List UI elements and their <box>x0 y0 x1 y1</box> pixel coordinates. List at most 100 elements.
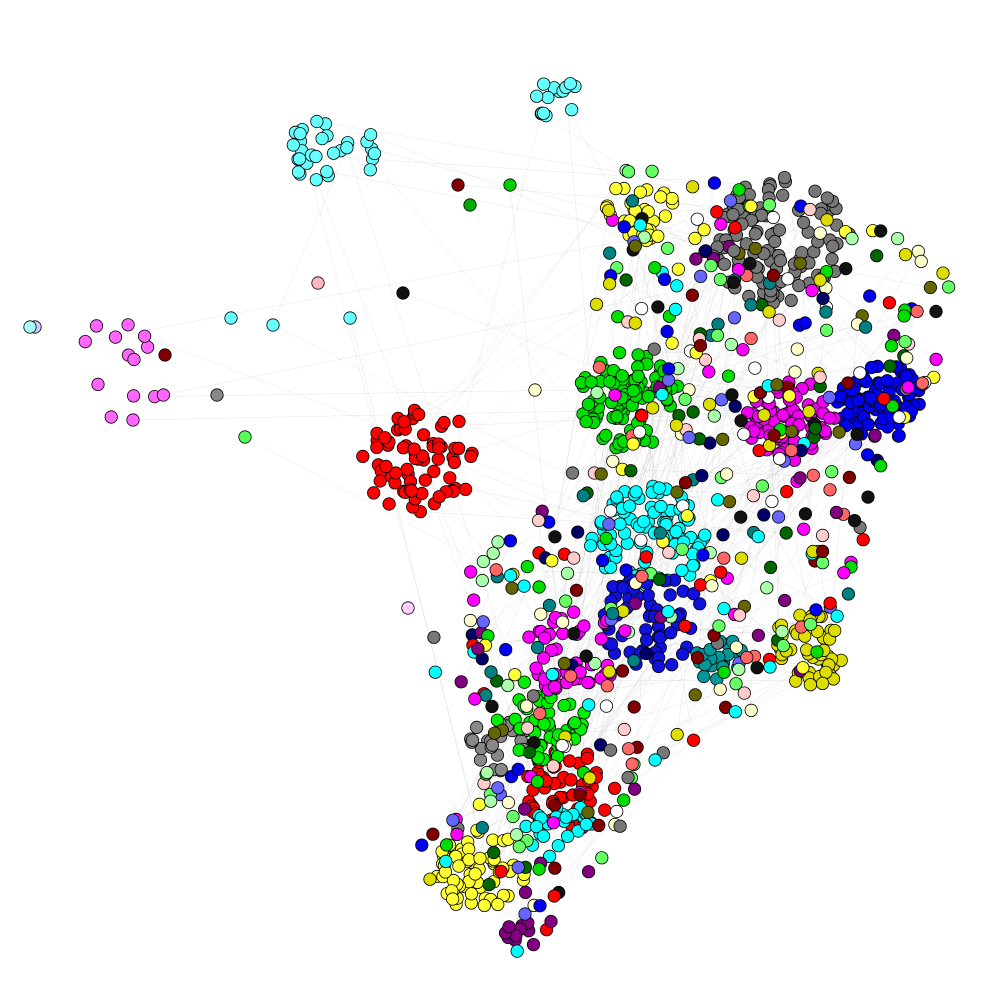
graph-edge <box>505 648 781 934</box>
graph-node <box>470 720 484 735</box>
graph-node <box>615 369 629 383</box>
graph-node <box>520 559 534 574</box>
graph-node <box>463 198 477 212</box>
graph-edge <box>724 264 859 401</box>
graph-edge <box>869 254 906 297</box>
graph-node <box>560 829 575 843</box>
graph-node <box>538 631 552 645</box>
graph-node <box>462 853 476 867</box>
graph-edge <box>316 121 837 209</box>
graph-node <box>634 301 649 316</box>
graph-node <box>675 647 690 661</box>
graph-edge <box>349 317 479 833</box>
graph-node <box>693 269 708 283</box>
graph-node <box>382 497 396 511</box>
graph-node <box>472 797 486 812</box>
graph-node <box>880 374 894 388</box>
graph-node <box>602 664 616 679</box>
graph-node <box>772 452 787 466</box>
graph-node <box>784 424 799 438</box>
graph-node <box>356 449 370 463</box>
graph-node <box>705 579 719 593</box>
graph-node <box>757 508 771 522</box>
graph-node <box>522 630 536 644</box>
graph-node <box>266 318 280 332</box>
graph-node <box>560 566 575 580</box>
graph-node <box>762 305 776 319</box>
graph-edge <box>697 376 729 658</box>
graph-node <box>810 645 824 659</box>
graph-node <box>713 682 727 696</box>
graph-node <box>728 221 742 235</box>
graph-node <box>512 840 526 854</box>
graph-node <box>632 425 647 439</box>
graph-node <box>784 293 798 307</box>
graph-node <box>660 324 674 339</box>
graph-node <box>621 165 636 179</box>
graph-edge <box>687 515 771 568</box>
graph-edge <box>295 132 372 149</box>
graph-node <box>736 343 750 357</box>
graph-node <box>671 262 686 276</box>
graph-edge <box>777 320 780 641</box>
graph-node <box>510 944 524 958</box>
graph-node <box>690 651 705 665</box>
graph-node <box>569 583 584 597</box>
graph-node <box>590 385 604 400</box>
graph-node <box>808 184 822 198</box>
graph-node <box>511 762 525 776</box>
graph-node <box>548 530 562 544</box>
graph-node <box>662 545 676 560</box>
graph-node <box>646 401 660 415</box>
graph-node <box>772 313 786 327</box>
graph-edge <box>629 220 752 711</box>
graph-node <box>823 411 837 425</box>
graph-node <box>557 656 572 671</box>
graph-node <box>526 689 541 703</box>
graph-node <box>404 484 419 498</box>
graph-node <box>464 449 478 463</box>
graph-node <box>401 601 415 615</box>
graph-node <box>936 266 950 280</box>
graph-node <box>796 661 810 675</box>
graph-node <box>685 288 700 302</box>
graph-node <box>491 535 505 549</box>
graph-node <box>415 838 429 852</box>
graph-node <box>589 297 604 311</box>
graph-node <box>658 209 673 223</box>
graph-node <box>158 348 172 362</box>
graph-node <box>603 246 617 260</box>
graph-node <box>517 802 532 816</box>
graph-node <box>463 613 477 628</box>
graph-node <box>491 781 505 795</box>
graph-node <box>648 753 662 767</box>
graph-node <box>647 342 661 356</box>
graph-node <box>581 675 595 690</box>
graph-edge <box>414 205 738 414</box>
graph-node <box>690 212 704 226</box>
graph-node <box>439 854 453 869</box>
graph-node <box>721 369 736 383</box>
graph-node <box>378 431 392 445</box>
graph-edge <box>587 657 659 755</box>
graph-node <box>725 388 739 402</box>
graph-node <box>839 261 853 276</box>
graph-node <box>790 342 804 356</box>
graph-node <box>820 213 834 227</box>
graph-node <box>503 568 518 583</box>
graph-node <box>480 765 494 780</box>
graph-node <box>487 726 502 740</box>
graph-node <box>863 391 878 405</box>
graph-node <box>602 277 617 291</box>
graph-edge <box>487 275 818 637</box>
graph-node <box>407 442 421 456</box>
graph-node <box>665 191 679 206</box>
graph-node <box>822 390 837 404</box>
graph-node <box>660 241 675 255</box>
graph-node <box>437 415 451 430</box>
graph-node <box>468 867 482 881</box>
graph-node <box>432 490 446 504</box>
graph-node <box>580 751 594 765</box>
graph-node <box>669 418 684 432</box>
graph-node <box>842 470 857 484</box>
